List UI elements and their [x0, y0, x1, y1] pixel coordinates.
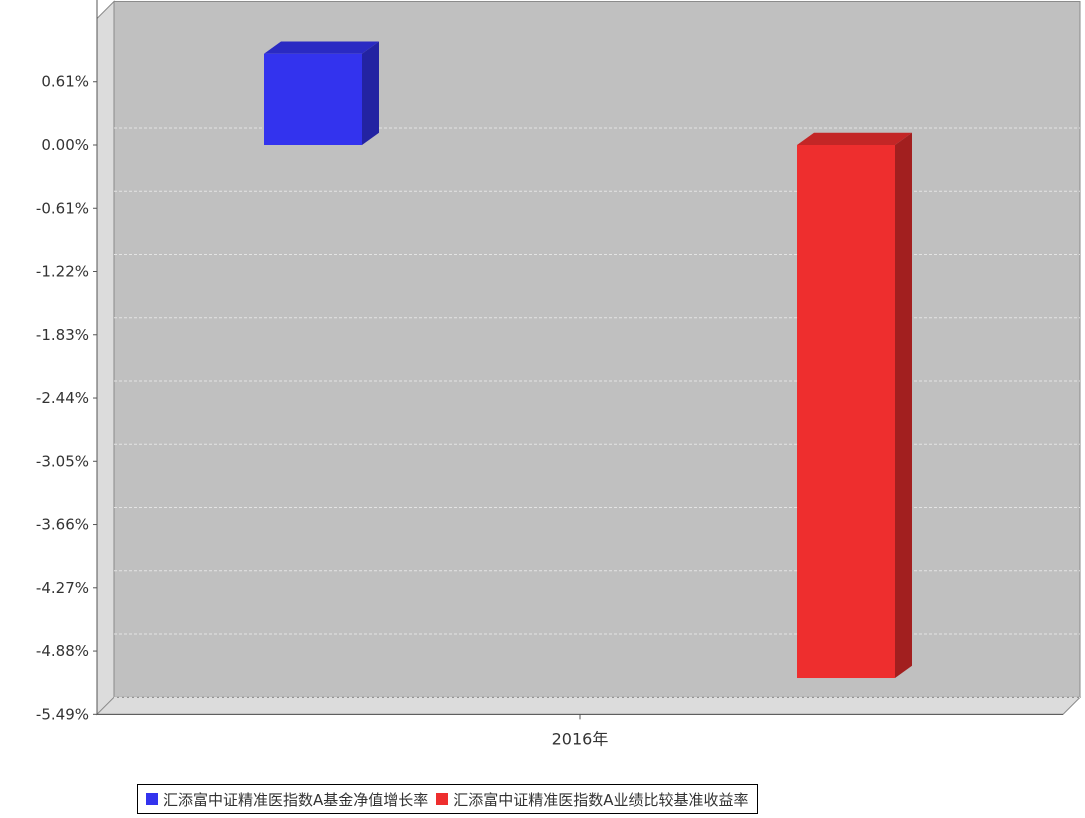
y-tick-label: -2.44%: [36, 389, 89, 407]
bar-2: [797, 145, 895, 679]
x-tick-label: 2016年: [552, 729, 609, 748]
bar-side-2: [895, 132, 912, 679]
bar-chart: 0.61% 0.00% -0.61% -1.22% -1.83% -2.44% -3.05%…: [36, 0, 1082, 748]
bar-1: [264, 53, 362, 145]
legend-swatch-blue: [146, 793, 158, 805]
legend-label-benchmark: 汇添富中证精准医指数A业绩比较基准收益率: [453, 790, 749, 809]
bar-top-1: [264, 41, 379, 54]
chart-legend: 汇添富中证精准医指数A基金净值增长率 汇添富中证精准医指数A业绩比较基准收益率: [137, 784, 758, 814]
y-tick-label: -0.61%: [36, 199, 89, 217]
bar-top-2: [797, 132, 912, 145]
y-tick-label: -5.49%: [36, 705, 89, 723]
y-tick-label: 0.61%: [41, 73, 89, 91]
legend-label-nav-growth: 汇添富中证精准医指数A基金净值增长率: [163, 790, 429, 809]
legend-item-nav-growth: 汇添富中证精准医指数A基金净值增长率: [146, 789, 428, 810]
plot-floor: [95, 696, 1082, 715]
plot-left-wall: [96, 0, 115, 716]
y-tick-label: -4.27%: [36, 579, 89, 597]
y-tick-label: -1.22%: [36, 263, 89, 281]
y-tick-label: -3.66%: [36, 516, 89, 534]
y-tick-label: -1.83%: [36, 326, 89, 344]
bar-side-1: [362, 41, 379, 146]
y-tick-label: -3.05%: [36, 452, 89, 470]
legend-item-benchmark: 汇添富中证精准医指数A业绩比较基准收益率: [436, 789, 749, 810]
legend-swatch-red: [436, 793, 449, 805]
y-tick-label: -4.88%: [36, 642, 89, 660]
y-tick-label: 0.00%: [41, 136, 89, 154]
plot-back-wall: [113, 0, 1081, 698]
